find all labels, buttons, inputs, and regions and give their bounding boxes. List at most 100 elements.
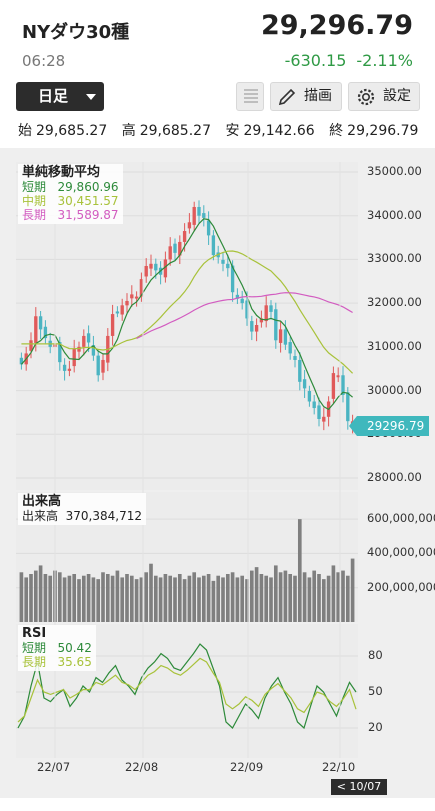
current-price-tag: 29296.79 bbox=[349, 416, 429, 436]
candle-body bbox=[149, 263, 153, 269]
candle-body bbox=[134, 296, 139, 299]
volume-bar bbox=[86, 574, 91, 622]
candle-body bbox=[235, 294, 240, 299]
candle-body bbox=[274, 309, 278, 341]
volume-bar bbox=[235, 577, 240, 622]
volume-bar bbox=[96, 579, 101, 622]
volume-bar bbox=[129, 575, 134, 622]
rsi-tick-label: 80 bbox=[368, 648, 383, 662]
ma-long-row: 長期 31,589.87 bbox=[22, 208, 119, 222]
volume-bar bbox=[62, 577, 67, 622]
candle-body bbox=[120, 305, 124, 315]
candle-body bbox=[254, 325, 259, 332]
volume-bar bbox=[254, 567, 259, 622]
candle-body bbox=[72, 349, 76, 367]
settings-button[interactable]: 設定 bbox=[348, 82, 420, 111]
volume-bar bbox=[77, 579, 81, 622]
close-label: 終 bbox=[329, 123, 344, 139]
candle-body bbox=[182, 231, 187, 242]
draw-button[interactable]: 描画 bbox=[270, 82, 342, 111]
volume-legend: 出来高 出来高 370,384,712 bbox=[18, 493, 146, 525]
candle-body bbox=[302, 379, 307, 389]
volume-bar bbox=[139, 577, 144, 622]
volume-bar bbox=[110, 575, 115, 622]
current-price: 29,296.79 bbox=[260, 10, 413, 41]
draw-label: 描画 bbox=[304, 88, 332, 104]
volume-bar bbox=[273, 565, 278, 622]
volume-value: 370,384,712 bbox=[65, 509, 142, 523]
volume-bar bbox=[288, 574, 293, 622]
rsi-short-label: 短期 bbox=[22, 641, 47, 655]
low-label: 安 bbox=[225, 123, 240, 139]
volume-bar bbox=[72, 574, 77, 622]
volume-bar bbox=[182, 579, 187, 622]
volume-bar bbox=[317, 574, 321, 622]
candle-body bbox=[38, 316, 43, 330]
volume-bar bbox=[57, 572, 62, 622]
candle-body bbox=[187, 222, 192, 229]
volume-bar bbox=[230, 572, 235, 622]
volume-bar bbox=[125, 574, 129, 622]
volume-bar bbox=[221, 577, 225, 622]
volume-tick-label: 400,000,000 bbox=[367, 545, 435, 560]
candle-body bbox=[67, 368, 72, 371]
volume-bar bbox=[19, 572, 24, 622]
period-select[interactable]: 日足 bbox=[16, 82, 104, 111]
candle-body bbox=[245, 300, 249, 319]
update-time: 06:28 bbox=[22, 52, 66, 70]
rsi-tick-label: 20 bbox=[368, 720, 383, 734]
high-value: 29,685.27 bbox=[139, 123, 211, 139]
volume-bar bbox=[302, 572, 307, 622]
header: NYダウ30種 06:28 29,296.79 -630.15 -2.11% bbox=[0, 0, 435, 78]
candle-body bbox=[336, 375, 340, 378]
candle-body bbox=[307, 391, 312, 402]
volume-bar bbox=[134, 579, 139, 622]
candle-body bbox=[144, 265, 148, 277]
volume-bar bbox=[81, 575, 86, 622]
candle-body bbox=[62, 364, 67, 371]
candle-body bbox=[264, 305, 268, 322]
volume-bar bbox=[158, 577, 163, 622]
candle-body bbox=[317, 405, 321, 419]
candle-body bbox=[221, 259, 225, 264]
volume-bar bbox=[187, 575, 192, 622]
volume-label: 出来高 bbox=[22, 509, 59, 523]
open-label: 始 bbox=[18, 123, 32, 139]
candle-body bbox=[192, 206, 196, 225]
change-value: -630.15 bbox=[284, 51, 347, 70]
price-tick-label: 28000.00 bbox=[367, 470, 422, 484]
volume-bar bbox=[48, 575, 53, 622]
candle-body bbox=[211, 235, 216, 256]
volume-tick-label: 200,000,000 bbox=[367, 579, 435, 594]
gear-icon bbox=[357, 88, 375, 106]
price-tick-label: 32000.00 bbox=[367, 295, 422, 310]
candle-body bbox=[230, 265, 235, 293]
chart-area[interactable]: 単純移動平均 短期 29,860.96 中期 30,451.57 長期 31,5… bbox=[0, 148, 435, 809]
candle-body bbox=[293, 356, 297, 360]
ma-mid-row: 中期 30,451.57 bbox=[22, 194, 119, 208]
volume-bar bbox=[278, 572, 283, 622]
volume-bar bbox=[206, 574, 211, 622]
caret-down-icon bbox=[86, 94, 96, 100]
volume-bar bbox=[168, 575, 173, 622]
candle-body bbox=[202, 213, 206, 218]
volume-bar bbox=[293, 575, 297, 622]
volume-bar bbox=[259, 574, 264, 622]
candle-body bbox=[269, 305, 273, 312]
candle-body bbox=[173, 243, 177, 253]
date-marker[interactable]: < 10/07 > bbox=[331, 779, 387, 809]
rsi-tick-label: 50 bbox=[368, 684, 383, 698]
volume-bar bbox=[225, 574, 230, 622]
candle-body bbox=[29, 340, 33, 351]
volume-bar bbox=[201, 575, 206, 622]
volume-bar bbox=[149, 563, 153, 622]
close-value: 29,296.79 bbox=[347, 123, 419, 139]
settings-label: 設定 bbox=[383, 88, 411, 104]
volume-bar bbox=[297, 519, 302, 622]
indicator-button[interactable] bbox=[236, 82, 264, 111]
candle-body bbox=[163, 259, 168, 278]
volume-bar bbox=[24, 577, 29, 622]
candle-body bbox=[110, 314, 115, 336]
price-tick-label: 35000.00 bbox=[367, 164, 422, 178]
ma-mid-value: 30,451.57 bbox=[57, 194, 119, 208]
